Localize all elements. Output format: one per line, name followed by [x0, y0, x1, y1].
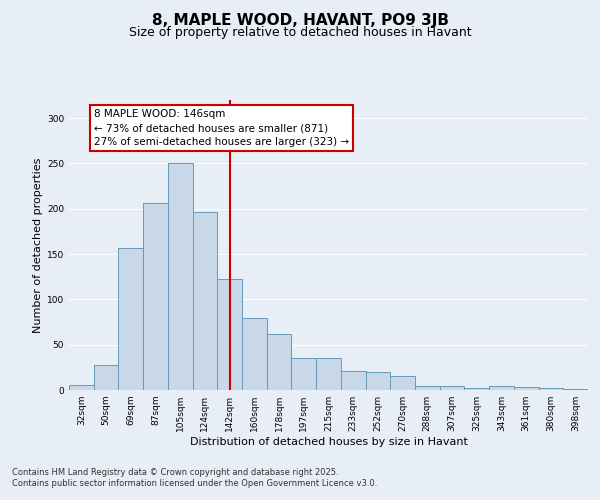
Bar — [390, 376, 415, 390]
Text: Size of property relative to detached houses in Havant: Size of property relative to detached ho… — [128, 26, 472, 39]
Bar — [242, 318, 267, 390]
Bar — [292, 358, 316, 390]
Bar — [168, 164, 193, 390]
Bar — [464, 388, 489, 390]
Bar — [514, 388, 539, 390]
Bar — [94, 364, 118, 390]
Bar — [341, 371, 365, 390]
Bar — [440, 386, 464, 390]
Bar — [217, 278, 242, 390]
Bar — [415, 386, 440, 390]
Text: Contains HM Land Registry data © Crown copyright and database right 2025.
Contai: Contains HM Land Registry data © Crown c… — [12, 468, 377, 487]
Text: 8, MAPLE WOOD, HAVANT, PO9 3JB: 8, MAPLE WOOD, HAVANT, PO9 3JB — [151, 12, 449, 28]
X-axis label: Distribution of detached houses by size in Havant: Distribution of detached houses by size … — [190, 437, 467, 447]
Text: 8 MAPLE WOOD: 146sqm
← 73% of detached houses are smaller (871)
27% of semi-deta: 8 MAPLE WOOD: 146sqm ← 73% of detached h… — [94, 109, 349, 147]
Bar — [267, 334, 292, 390]
Bar — [539, 388, 563, 390]
Bar — [563, 389, 588, 390]
Bar — [489, 386, 514, 390]
Bar — [69, 386, 94, 390]
Bar — [143, 204, 168, 390]
Bar — [118, 248, 143, 390]
Bar — [193, 212, 217, 390]
Bar — [316, 358, 341, 390]
Bar — [365, 372, 390, 390]
Y-axis label: Number of detached properties: Number of detached properties — [33, 158, 43, 332]
